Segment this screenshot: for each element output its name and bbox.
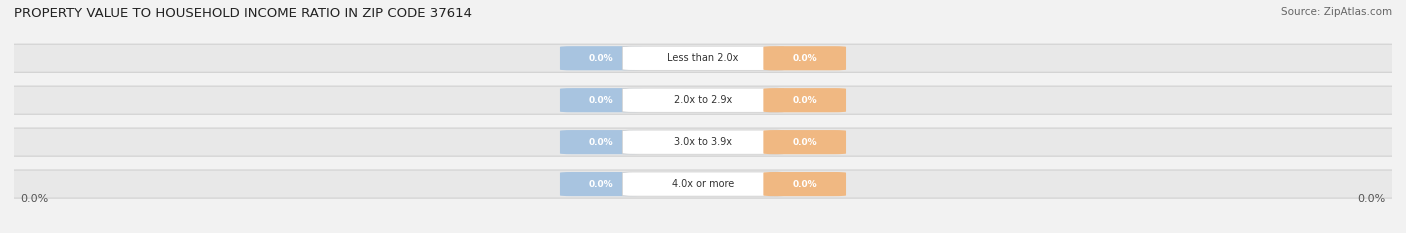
FancyBboxPatch shape <box>623 172 783 196</box>
Text: 3.0x to 3.9x: 3.0x to 3.9x <box>673 137 733 147</box>
Text: Less than 2.0x: Less than 2.0x <box>668 53 738 63</box>
FancyBboxPatch shape <box>1 170 1405 198</box>
FancyBboxPatch shape <box>763 46 846 70</box>
FancyBboxPatch shape <box>763 88 846 112</box>
FancyBboxPatch shape <box>763 172 846 196</box>
FancyBboxPatch shape <box>560 172 643 196</box>
FancyBboxPatch shape <box>560 88 643 112</box>
FancyBboxPatch shape <box>1 86 1405 114</box>
Text: 0.0%: 0.0% <box>589 180 613 188</box>
Text: 0.0%: 0.0% <box>793 138 817 147</box>
FancyBboxPatch shape <box>560 130 643 154</box>
FancyBboxPatch shape <box>1 128 1405 156</box>
Text: 4.0x or more: 4.0x or more <box>672 179 734 189</box>
Text: 2.0x to 2.9x: 2.0x to 2.9x <box>673 95 733 105</box>
Text: 0.0%: 0.0% <box>793 54 817 63</box>
Text: Source: ZipAtlas.com: Source: ZipAtlas.com <box>1281 7 1392 17</box>
Text: PROPERTY VALUE TO HOUSEHOLD INCOME RATIO IN ZIP CODE 37614: PROPERTY VALUE TO HOUSEHOLD INCOME RATIO… <box>14 7 472 20</box>
FancyBboxPatch shape <box>763 130 846 154</box>
Text: 0.0%: 0.0% <box>589 54 613 63</box>
FancyBboxPatch shape <box>560 46 643 70</box>
Text: 0.0%: 0.0% <box>589 138 613 147</box>
FancyBboxPatch shape <box>623 88 783 112</box>
Text: 0.0%: 0.0% <box>793 180 817 188</box>
Text: 0.0%: 0.0% <box>589 96 613 105</box>
FancyBboxPatch shape <box>623 46 783 70</box>
FancyBboxPatch shape <box>623 130 783 154</box>
Text: 0.0%: 0.0% <box>793 96 817 105</box>
Text: 0.0%: 0.0% <box>1357 194 1385 204</box>
Text: 0.0%: 0.0% <box>21 194 49 204</box>
FancyBboxPatch shape <box>1 44 1405 72</box>
